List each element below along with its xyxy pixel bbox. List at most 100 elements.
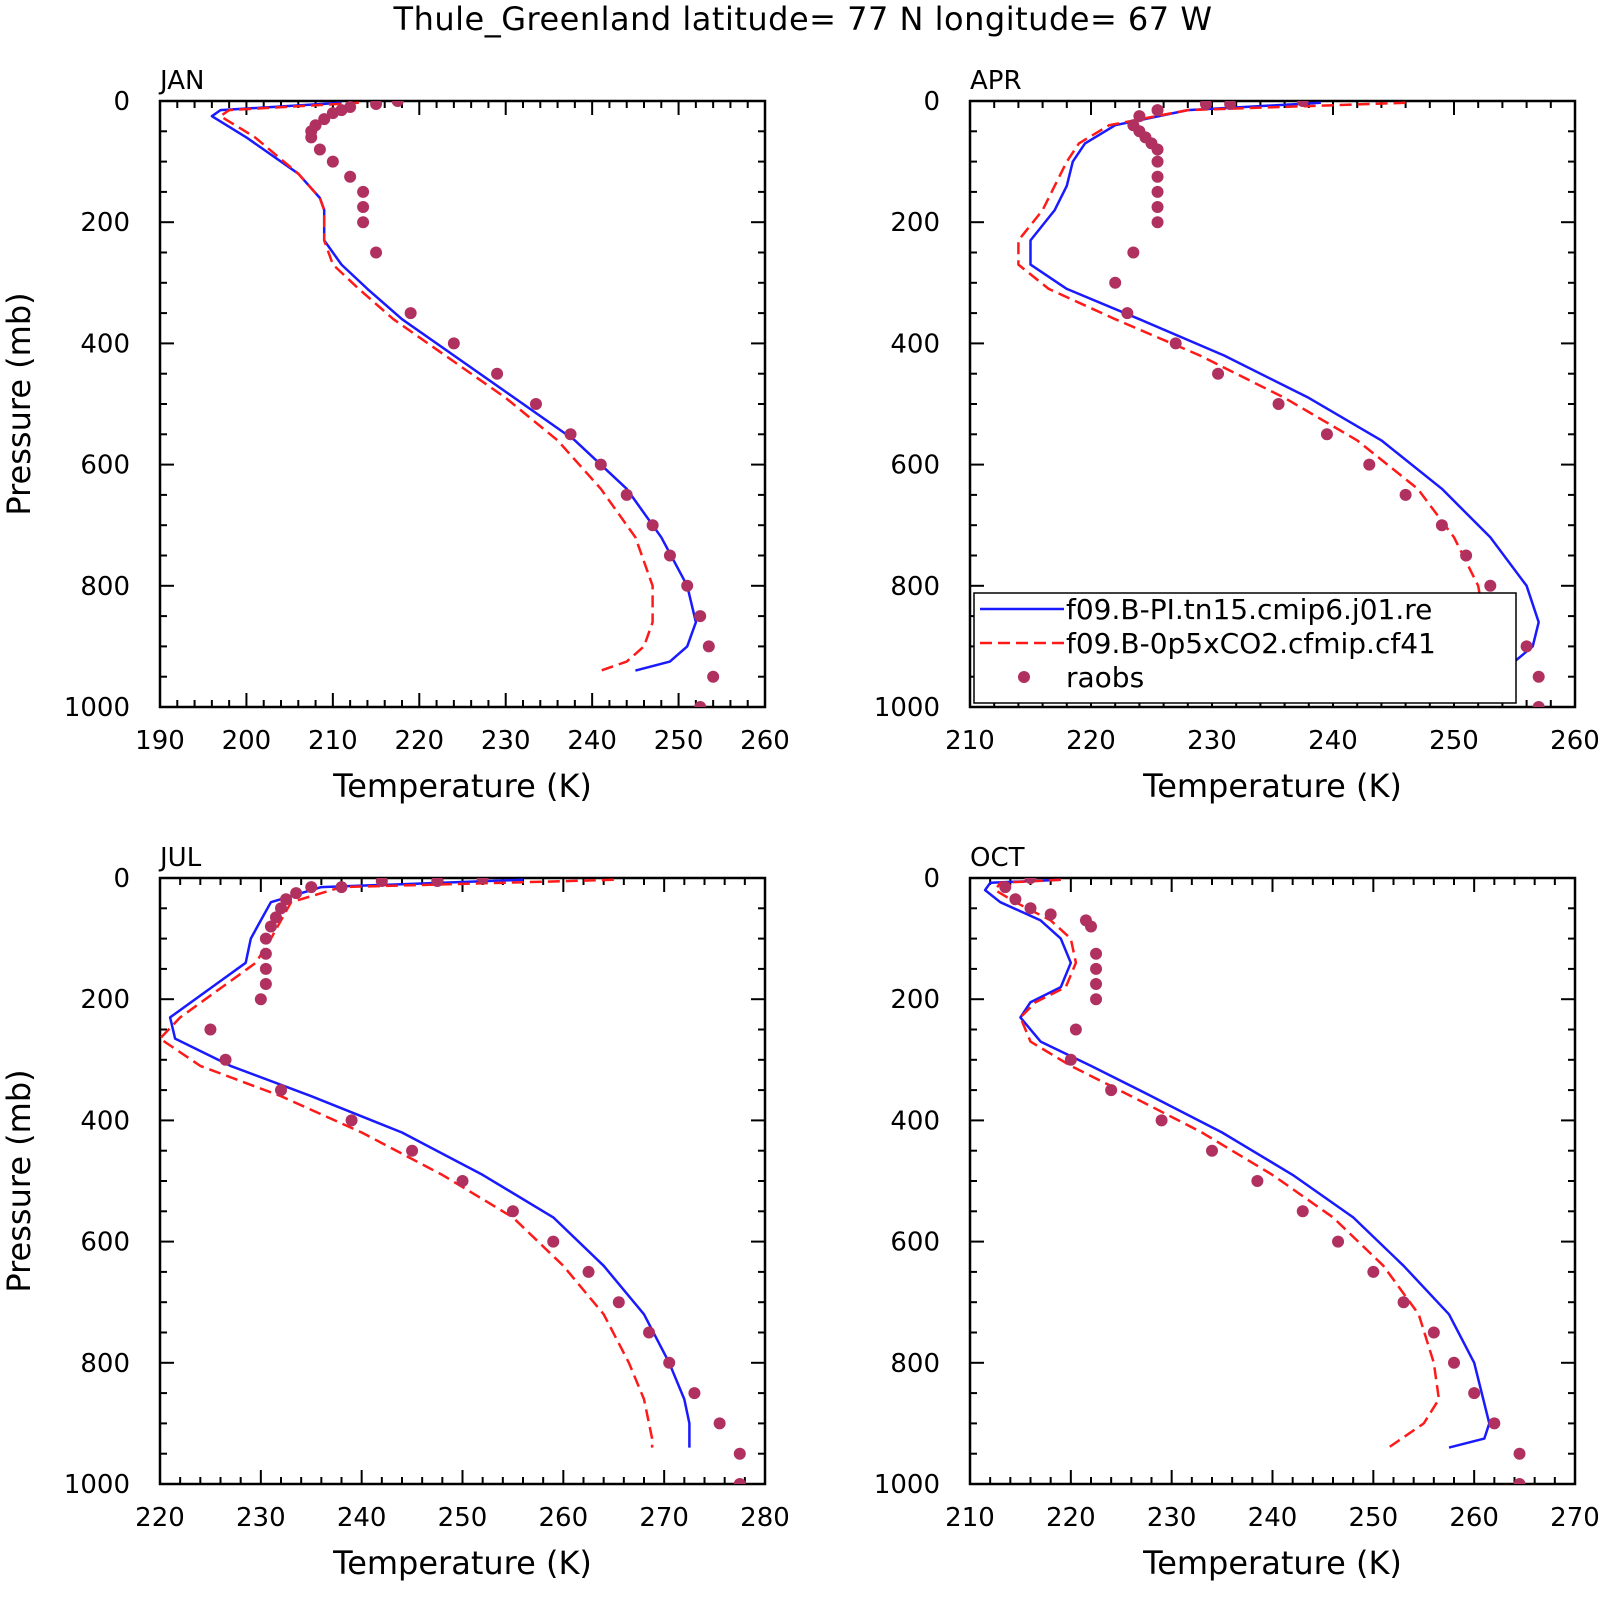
y-tick-label: 0 [923, 864, 940, 894]
raobs-point [357, 201, 370, 214]
y-tick-label: 400 [890, 1106, 940, 1136]
raobs-point [326, 155, 339, 168]
x-tick-label: 200 [222, 726, 272, 756]
y-tick-label: 1000 [874, 693, 940, 723]
raobs-point [1399, 488, 1412, 501]
y-tick-label: 1000 [64, 1470, 130, 1500]
raobs-point [1090, 993, 1103, 1006]
raobs-point [313, 143, 326, 156]
y-tick-label: 600 [890, 1228, 940, 1258]
raobs-point [694, 610, 707, 623]
panel-title: APR [970, 66, 1022, 96]
raobs-point [1532, 670, 1545, 683]
raobs-point [663, 549, 676, 562]
raobs-point [1151, 201, 1164, 214]
raobs-point [1460, 549, 1473, 562]
x-tick-label: 260 [539, 1503, 589, 1533]
x-tick-label: 230 [1147, 1503, 1197, 1533]
raobs-point [733, 1447, 746, 1460]
raobs-point [1435, 519, 1448, 532]
raobs-point [1212, 367, 1225, 380]
plot-area [160, 878, 746, 1484]
legend-marker [1018, 671, 1030, 683]
raobs-point [547, 1235, 560, 1248]
raobs-point [1296, 101, 1309, 107]
x-tick-label: 220 [394, 726, 444, 756]
raobs-point [1024, 878, 1037, 884]
raobs-point [1024, 902, 1037, 915]
series-line-co2 [1017, 101, 1486, 672]
x-tick-label: 250 [1429, 726, 1479, 756]
legend-box [973, 592, 1517, 704]
raobs-point [1532, 701, 1545, 707]
x-tick-label: 220 [1046, 1503, 1096, 1533]
raobs-point [643, 1326, 656, 1339]
raobs-point [1224, 101, 1237, 111]
raobs-point [612, 1296, 625, 1309]
panel-apr: 210 220 230 240 250 260 0 200 400 600 800 1000 APR Te… [874, 66, 1600, 805]
series-line-co2 [219, 101, 654, 672]
raobs-point [1520, 640, 1533, 653]
raobs-point [1272, 398, 1285, 410]
series-line-pi [168, 878, 691, 1448]
x-tick-label: 260 [1550, 726, 1600, 756]
raobs-point [1121, 307, 1134, 320]
raobs-point [275, 902, 287, 915]
raobs-point [456, 1175, 469, 1187]
y-tick-label: 200 [80, 985, 130, 1015]
raobs-point [1064, 1053, 1077, 1066]
raobs-point [1151, 143, 1164, 156]
series-line-pi [1029, 101, 1540, 672]
raobs-point [345, 1114, 358, 1127]
x-tick-label: 240 [337, 1503, 387, 1533]
raobs-point [305, 881, 318, 894]
plot-frame [158, 99, 767, 709]
raobs-point [663, 1356, 676, 1369]
raobs-point [1151, 104, 1164, 117]
raobs-point [254, 993, 267, 1006]
raobs-point [1513, 1478, 1526, 1484]
plot-frame [968, 876, 1577, 1486]
raobs-point [1151, 216, 1164, 229]
raobs-point [259, 932, 272, 945]
raobs-point [713, 1417, 726, 1430]
raobs-point [1513, 1447, 1526, 1460]
raobs-point [447, 337, 460, 350]
raobs-point [431, 878, 444, 888]
raobs-point [1009, 893, 1022, 906]
raobs-point [594, 458, 607, 471]
raobs-point [1169, 337, 1182, 350]
y-tick-label: 200 [890, 208, 940, 238]
x-tick-label: 240 [567, 726, 617, 756]
raobs-point [1363, 458, 1376, 471]
raobs-point [1251, 1175, 1264, 1187]
legend: f09.B-PI.tn15.cmip6.j01.ref09.B-0p5xCO2.… [973, 592, 1517, 704]
raobs-point [694, 701, 707, 707]
y-tick-label: 400 [890, 329, 940, 359]
raobs-point [733, 1478, 746, 1484]
raobs-point [335, 881, 348, 894]
raobs-point [564, 428, 577, 441]
y-axis-label: Pressure (mb) [0, 1069, 38, 1292]
x-tick-label: 260 [740, 726, 790, 756]
raobs-point [318, 113, 331, 126]
y-tick-label: 800 [890, 572, 940, 602]
raobs-point [370, 101, 383, 111]
raobs-point [1468, 1387, 1481, 1400]
raobs-point [1427, 1326, 1440, 1339]
series-line-co2 [160, 878, 654, 1448]
raobs-point [1155, 1114, 1168, 1127]
series-line-co2 [993, 878, 1441, 1449]
raobs-point [290, 887, 303, 900]
raobs-point [1105, 1084, 1118, 1097]
raobs-point [1090, 947, 1103, 960]
plot-area [983, 878, 1526, 1484]
raobs-point [1397, 1296, 1410, 1309]
raobs-point [707, 670, 720, 683]
raobs-point [204, 1023, 217, 1036]
raobs-point [280, 893, 293, 906]
x-tick-label: 230 [236, 1503, 286, 1533]
y-tick-label: 800 [890, 1349, 940, 1379]
raobs-point [476, 878, 489, 884]
raobs-point [391, 101, 404, 107]
